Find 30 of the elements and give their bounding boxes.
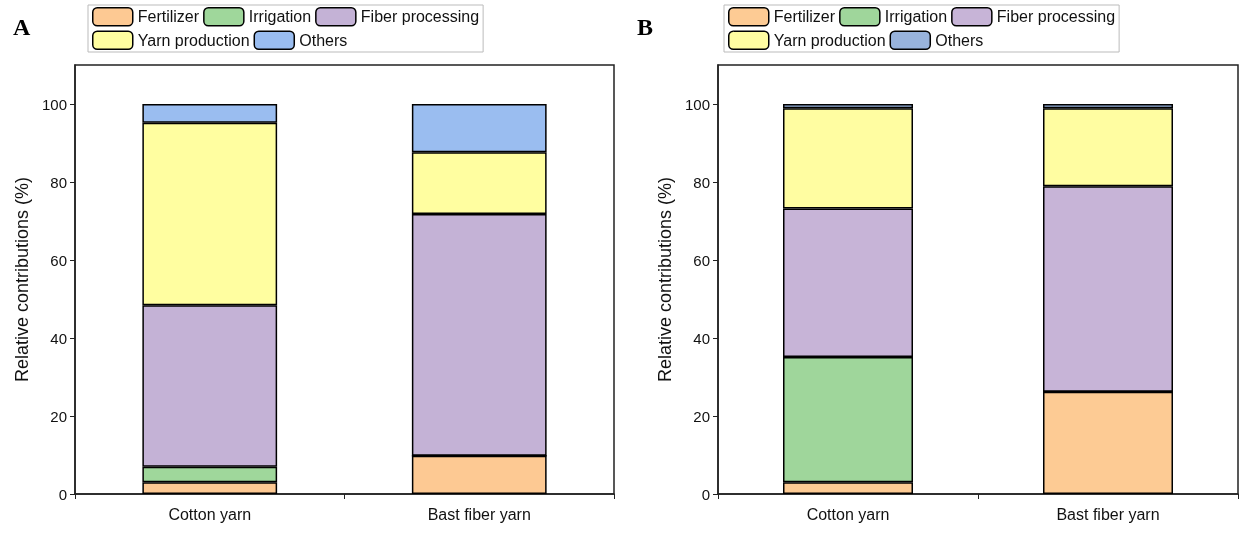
legend-label: Fertilizer: [137, 8, 200, 26]
y-tick-label: 60: [50, 251, 67, 269]
y-tick-label: 80: [693, 173, 710, 191]
y-tick-label: 60: [693, 251, 710, 269]
legend-label: Yarn production: [773, 31, 886, 49]
legend-label: Others: [299, 31, 348, 49]
x-tick-label: Bast fiber yarn: [1056, 505, 1160, 523]
y-tick-label: 100: [41, 95, 67, 113]
x-tick-label: Bast fiber yarn: [427, 505, 531, 523]
x-tick-label: Cotton yarn: [806, 505, 890, 523]
chart-title: A: [13, 14, 31, 40]
y-tick-label: 80: [50, 173, 67, 191]
y-tick-label: 20: [693, 407, 710, 425]
legend-label: Fiber processing: [360, 8, 480, 26]
y-tick-label: 40: [50, 329, 67, 347]
legend-label: Yarn production: [137, 31, 250, 49]
x-tick-label: Cotton yarn: [168, 505, 252, 523]
chart-title: B: [637, 14, 654, 40]
y-tick-label: 0: [58, 485, 67, 503]
y-axis-title: Relative contributions (%): [12, 176, 33, 383]
y-tick-label: 40: [693, 329, 710, 347]
legend-label: Irrigation: [248, 8, 312, 26]
y-tick-label: 0: [701, 485, 710, 503]
y-tick-label: 20: [50, 407, 67, 425]
legend-label: Fiber processing: [996, 8, 1116, 26]
legend-label: Irrigation: [884, 8, 948, 26]
legend-label: Others: [935, 31, 984, 49]
y-tick-label: 100: [684, 95, 710, 113]
y-axis-title: Relative contributions (%): [655, 176, 676, 383]
legend-label: Fertilizer: [773, 8, 836, 26]
